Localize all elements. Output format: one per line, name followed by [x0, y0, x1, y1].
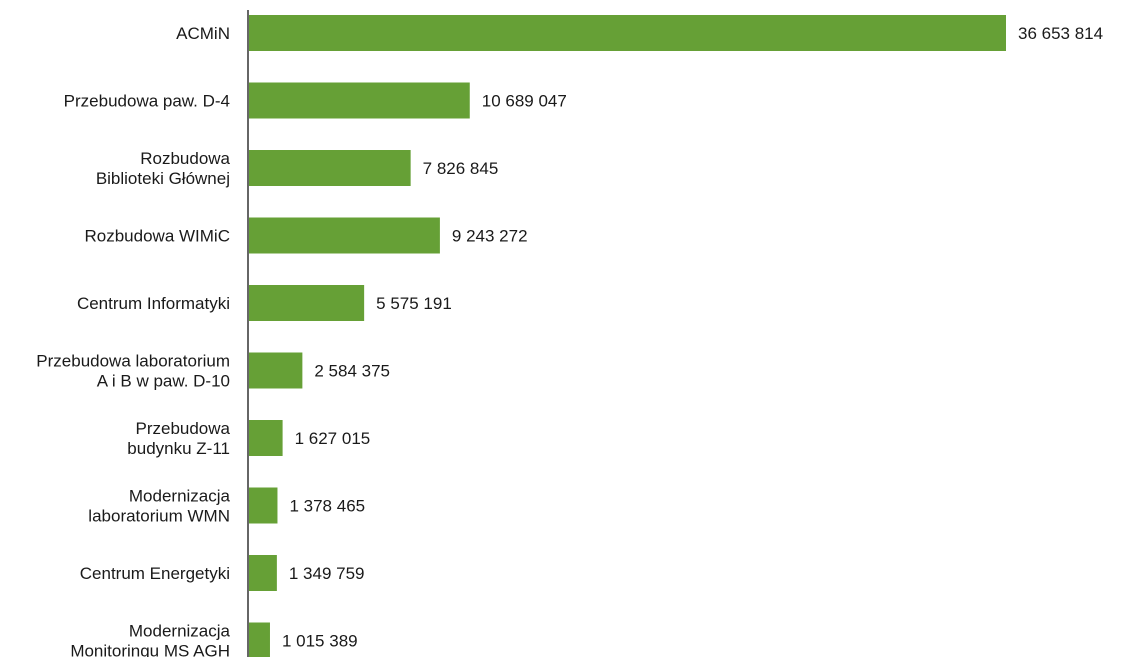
value-label-4: 5 575 191: [376, 294, 452, 313]
bar-1: [249, 82, 470, 119]
category-label-0: ACMiN: [176, 24, 230, 43]
value-label-5: 2 584 375: [314, 362, 390, 381]
category-label-3: Rozbudowa WIMiC: [85, 227, 231, 246]
value-label-8: 1 349 759: [289, 564, 365, 583]
value-label-2: 7 826 845: [423, 159, 499, 178]
category-label-9: Modernizacja Monitoringu MS AGH: [70, 622, 230, 657]
category-label-7: Modernizacja laboratorium WMN: [88, 487, 230, 526]
bar-5: [249, 352, 303, 389]
value-label-6: 1 627 015: [295, 429, 371, 448]
value-label-3: 9 243 272: [452, 227, 528, 246]
value-label-7: 1 378 465: [289, 497, 365, 516]
bar-9: [249, 622, 270, 657]
bar-6: [249, 420, 283, 456]
category-label-8: Centrum Energetyki: [80, 564, 230, 583]
category-label-2: Rozbudowa Biblioteki Głównej: [96, 149, 231, 188]
bar-0: [249, 15, 1006, 51]
bars-layer: [249, 15, 1006, 657]
value-label-9: 1 015 389: [282, 632, 358, 651]
category-label-6: Przebudowa budynku Z-11: [127, 419, 230, 458]
labels-layer: 36 653 814 ACMiN 10 689 047 Przebudowa paw.…: [36, 24, 1103, 657]
category-label-4: Centrum Informatyki: [77, 294, 230, 313]
bar-7: [249, 487, 278, 524]
bar-3: [249, 217, 440, 254]
value-label-1: 10 689 047: [482, 92, 567, 111]
bar-8: [249, 555, 277, 591]
value-label-0: 36 653 814: [1018, 24, 1103, 43]
category-label-5: Przebudowa laboratorium A i B w paw. D-10: [36, 352, 230, 391]
category-label-1: Przebudowa paw. D-4: [64, 92, 230, 111]
bar-2: [249, 150, 411, 186]
bar-4: [249, 285, 365, 321]
